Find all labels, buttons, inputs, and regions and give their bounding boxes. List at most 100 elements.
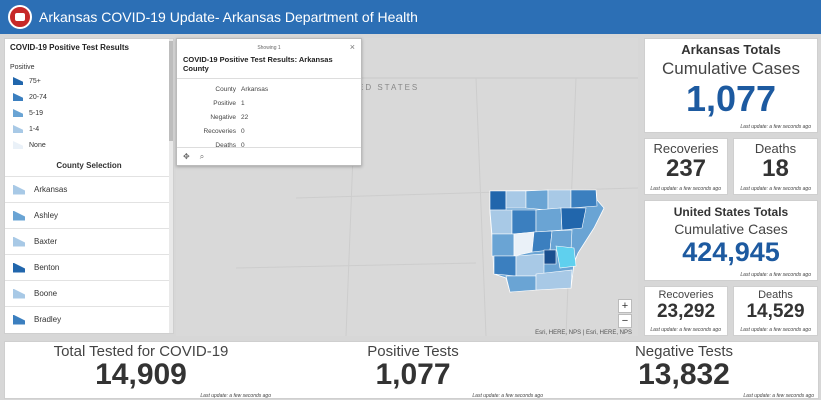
positive-tests-value: 1,077: [375, 358, 451, 391]
last-update-text: Last update: a few seconds ago: [740, 272, 811, 278]
county-list-scrollbar[interactable]: [169, 39, 173, 333]
popup-title: COVID-19 Positive Test Results: Arkansas…: [177, 51, 361, 79]
arkansas-totals-card: Arkansas Totals Cumulative Cases 1,077 L…: [644, 38, 818, 133]
legend-swatch-icon: [13, 141, 23, 149]
arkansas-deaths-value: 18: [762, 155, 789, 182]
legend-label: None: [29, 141, 46, 149]
county-swatch-icon: [13, 262, 25, 273]
field-key: County: [215, 85, 236, 93]
negative-tests-label: Negative Tests: [634, 343, 734, 360]
county-swatch-icon: [13, 288, 25, 299]
popup-field-row: County Arkansas: [177, 82, 361, 96]
arkansas-deaths-card: Deaths 18 Last update: a few seconds ago: [733, 138, 818, 195]
legend-label: 20-74: [29, 93, 47, 101]
total-tested-stat: Total Tested for COVID-19 14,909 Last up…: [5, 342, 277, 400]
us-deaths-label: Deaths: [758, 289, 793, 301]
county-name: Bradley: [34, 315, 62, 324]
county-item-boone[interactable]: Boone: [5, 280, 173, 306]
positive-tests-stat: Positive Tests 1,077 Last update: a few …: [277, 342, 549, 400]
header-bar: Arkansas COVID-19 Update- Arkansas Depar…: [0, 0, 821, 34]
zoom-to-icon[interactable]: ⌕: [199, 151, 205, 161]
legend-swatch-icon: [13, 93, 23, 101]
field-key: Negative: [210, 113, 236, 121]
county-item-ashley[interactable]: Ashley: [5, 202, 173, 228]
zoom-in-button[interactable]: +: [618, 299, 632, 313]
legend-swatch-icon: [13, 77, 23, 85]
arkansas-totals-heading: Arkansas Totals: [681, 42, 781, 57]
us-deaths-card: Deaths 14,529 Last update: a few seconds…: [733, 286, 818, 336]
popup-close-icon[interactable]: ×: [349, 42, 355, 52]
county-name: Baxter: [34, 237, 58, 246]
legend-item: 20-74: [5, 89, 173, 105]
last-update-text: Last update: a few seconds ago: [472, 393, 543, 399]
us-recoveries-label: Recoveries: [658, 289, 714, 301]
map-view[interactable]: ED STATES + − Esri, HERE, NPS | Esri, HE…: [176, 38, 638, 336]
legend-swatch-icon: [13, 125, 23, 133]
legend-swatch-icon: [13, 109, 23, 117]
arkansas-recoveries-value: 237: [665, 155, 707, 182]
county-name: Ashley: [34, 211, 59, 220]
arkansas-cases-label: Cumulative Cases: [662, 59, 800, 78]
scrollbar-thumb[interactable]: [169, 41, 173, 141]
legend-label: 5-19: [29, 109, 44, 117]
county-swatch-icon: [13, 210, 25, 221]
last-update-text: Last update: a few seconds ago: [650, 327, 721, 333]
total-tested-value: 14,909: [95, 358, 187, 391]
map-attribution: Esri, HERE, NPS | Esri, HERE, NPS: [535, 330, 632, 336]
last-update-text: Last update: a few seconds ago: [740, 186, 811, 192]
county-item-bradley[interactable]: Bradley: [5, 306, 173, 332]
last-update-text: Last update: a few seconds ago: [650, 186, 721, 192]
arkansas-deaths-label: Deaths: [754, 141, 797, 156]
legend-panel: COVID-19 Positive Test Results Positive …: [4, 38, 174, 334]
us-recoveries-value: 23,292: [656, 301, 716, 322]
field-key: Positive: [213, 99, 236, 107]
legend-label: 75+: [29, 77, 41, 85]
legend-item: 5-19: [5, 105, 173, 121]
county-name: Benton: [34, 263, 60, 272]
negative-tests-stat: Negative Tests 13,832 Last update: a few…: [548, 342, 820, 400]
pan-to-icon[interactable]: ✥: [183, 152, 190, 161]
arkansas-recoveries-label: Recoveries: [653, 141, 719, 156]
map-country-label: ED STATES: [358, 83, 420, 92]
legend-item: 75+: [5, 73, 173, 89]
total-tested-label: Total Tested for COVID-19: [53, 343, 229, 360]
last-update-text: Last update: a few seconds ago: [743, 393, 814, 399]
popup-fields: County Arkansas Positive 1 Negative 22 Reco…: [177, 82, 361, 152]
arkansas-county-map[interactable]: [489, 189, 605, 293]
legend-label: 1-4: [29, 125, 40, 133]
popup-feature-count: Showing 1: [257, 45, 281, 51]
county-item-benton[interactable]: Benton: [5, 254, 173, 280]
popup-field-row: Deaths 0: [177, 138, 361, 152]
field-value: Arkansas: [241, 85, 269, 93]
us-totals-heading: United States Totals: [673, 205, 789, 219]
legend-title: COVID-19 Positive Test Results: [10, 43, 129, 52]
testing-summary-bar: Total Tested for COVID-19 14,909 Last up…: [4, 341, 819, 399]
field-value: 22: [241, 113, 249, 121]
county-popup: Showing 1 × COVID-19 Positive Test Resul…: [176, 38, 362, 166]
legend-item: 1-4: [5, 121, 173, 137]
county-item-arkansas[interactable]: Arkansas: [5, 176, 173, 202]
positive-tests-label: Positive Tests: [367, 343, 459, 360]
county-swatch-icon: [13, 184, 25, 195]
us-cases-label: Cumulative Cases: [674, 221, 788, 237]
us-recoveries-card: Recoveries 23,292 Last update: a few sec…: [644, 286, 728, 336]
county-selection-heading: County Selection: [56, 161, 122, 170]
health-department-logo-icon: [8, 5, 32, 29]
field-value: 0: [241, 127, 245, 135]
popup-field-row: Positive 1: [177, 96, 361, 110]
last-update-text: Last update: a few seconds ago: [740, 327, 811, 333]
county-name: Arkansas: [34, 185, 68, 194]
county-swatch-icon: [13, 236, 25, 247]
arkansas-cases-value: 1,077: [685, 78, 777, 119]
popup-footer: ✥ ⌕: [177, 147, 361, 165]
popup-field-row: Negative 22: [177, 110, 361, 124]
county-name: Boone: [34, 289, 58, 298]
legend-subtitle: Positive: [10, 64, 35, 71]
last-update-text: Last update: a few seconds ago: [740, 124, 811, 130]
county-item-baxter[interactable]: Baxter: [5, 228, 173, 254]
last-update-text: Last update: a few seconds ago: [200, 393, 271, 399]
us-cases-value: 424,945: [682, 237, 780, 267]
page-title: Arkansas COVID-19 Update- Arkansas Depar…: [39, 9, 418, 25]
field-key: Recoveries: [203, 127, 236, 135]
zoom-out-button[interactable]: −: [618, 314, 632, 328]
